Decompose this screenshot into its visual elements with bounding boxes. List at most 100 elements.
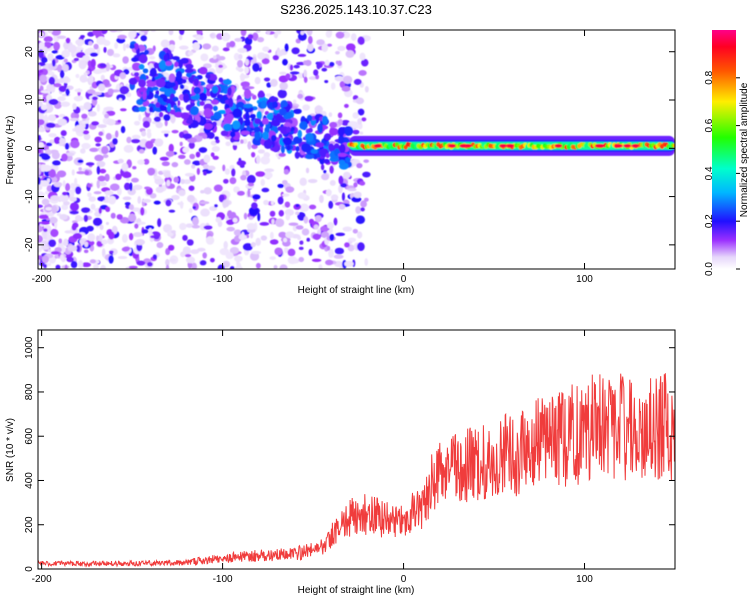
heatmap-cell: [200, 208, 210, 217]
heatmap-cell: [240, 174, 247, 181]
heatmap-cell: [72, 233, 83, 240]
heatmap-cell: [109, 183, 120, 191]
spectrogram-x-tick-label: -100: [213, 274, 233, 285]
heatmap-cell: [265, 93, 272, 98]
heatmap-cell: [188, 207, 193, 214]
heatmap-cell: [280, 100, 288, 108]
heatmap-cell: [52, 160, 61, 166]
heatmap-cell: [63, 58, 68, 63]
heatmap-cell: [196, 30, 203, 35]
heatmap-cell: [120, 125, 126, 134]
heatmap-cell: [199, 201, 210, 205]
heatmap-cell: [300, 30, 305, 36]
heatmap-cell: [210, 152, 215, 158]
heatmap-cell: [83, 101, 92, 111]
heatmap-cell: [81, 262, 92, 268]
heatmap-cell: [180, 112, 190, 120]
heatmap-cell: [128, 77, 138, 85]
heatmap-cell: [45, 206, 53, 211]
heatmap-cell: [151, 86, 159, 91]
heatmap-cell: [356, 231, 363, 239]
heatmap-cell: [38, 69, 44, 74]
heatmap-cell: [47, 30, 54, 34]
heatmap-cell: [269, 239, 279, 245]
heatmap-cell: [266, 30, 271, 35]
heatmap-cell: [254, 131, 261, 141]
heatmap-cell: [38, 234, 43, 244]
heatmap-cell: [117, 255, 128, 260]
heatmap-cell: [50, 228, 59, 238]
heatmap-cell: [133, 120, 141, 126]
heatmap-cell: [320, 231, 330, 239]
heatmap-cell: [186, 194, 195, 203]
heatmap-cell: [169, 115, 176, 123]
heatmap-cell: [247, 189, 251, 198]
heatmap-cell: [71, 169, 75, 176]
snr-series-line: [38, 373, 675, 568]
heatmap-cell: [257, 149, 265, 154]
heatmap-cell: [313, 224, 319, 230]
heatmap-cell: [181, 79, 187, 84]
heatmap-cell: [299, 121, 308, 130]
heatmap-cell: [263, 171, 273, 179]
heatmap-cell: [232, 108, 243, 118]
heatmap-cell: [47, 114, 57, 122]
heatmap-cell: [93, 264, 99, 269]
heatmap-cell: [259, 222, 270, 226]
heatmap-cell: [184, 68, 194, 74]
heatmap-cell: [108, 195, 117, 205]
heatmap-cell: [308, 248, 313, 256]
heatmap-cell: [87, 60, 92, 67]
heatmap-cell: [227, 86, 232, 96]
heatmap-cell: [160, 39, 170, 48]
heatmap-cell: [153, 200, 161, 205]
heatmap-cell: [341, 86, 351, 92]
heatmap-cell: [40, 167, 45, 172]
heatmap-cell: [260, 235, 268, 241]
heatmap-cell: [356, 242, 365, 252]
heatmap-cell: [326, 245, 331, 251]
heatmap-cell: [79, 148, 86, 154]
heatmap-cell: [352, 129, 360, 135]
heatmap-cell: [128, 30, 137, 39]
heatmap-cell: [75, 186, 82, 195]
heatmap-cell: [91, 96, 98, 101]
heatmap-cell: [148, 227, 153, 237]
heatmap-cell: [278, 210, 285, 217]
heatmap-cell: [61, 153, 68, 162]
heatmap-cell: [329, 30, 333, 37]
heatmap-cell: [234, 37, 243, 42]
heatmap-cell: [185, 256, 196, 264]
heatmap-cell: [186, 72, 192, 78]
heatmap-cell: [185, 63, 194, 70]
heatmap-cell: [218, 64, 224, 68]
heatmap-cell: [357, 118, 362, 125]
heatmap-cell: [228, 97, 234, 108]
heatmap-cell: [244, 118, 251, 127]
heatmap-cell: [293, 108, 302, 115]
heatmap-cell: [278, 152, 286, 157]
heatmap-cell: [328, 143, 335, 152]
heatmap-cell: [134, 223, 139, 229]
heatmap-cell: [233, 186, 240, 193]
heatmap-cell: [317, 123, 324, 134]
heatmap-cell: [131, 62, 142, 71]
heatmap-cell: [342, 31, 351, 39]
heatmap-cell: [179, 84, 185, 90]
heatmap-peak: [373, 143, 382, 148]
heatmap-cell: [316, 62, 321, 70]
heatmap-cell: [211, 45, 219, 52]
snr-y-tick-label: 200: [24, 516, 35, 533]
heatmap-cell: [146, 261, 153, 267]
heatmap-cell: [87, 111, 97, 117]
heatmap-cell: [232, 217, 238, 223]
spectrogram-x-tick-label: 100: [576, 274, 593, 285]
heatmap-cell: [215, 217, 222, 223]
heatmap-cell: [202, 134, 208, 140]
heatmap-cell: [338, 159, 346, 166]
heatmap-cell: [131, 138, 141, 144]
heatmap-cell: [257, 92, 266, 98]
heatmap-cell: [222, 199, 230, 208]
heatmap-cell: [69, 202, 79, 212]
heatmap-cell: [167, 244, 175, 251]
